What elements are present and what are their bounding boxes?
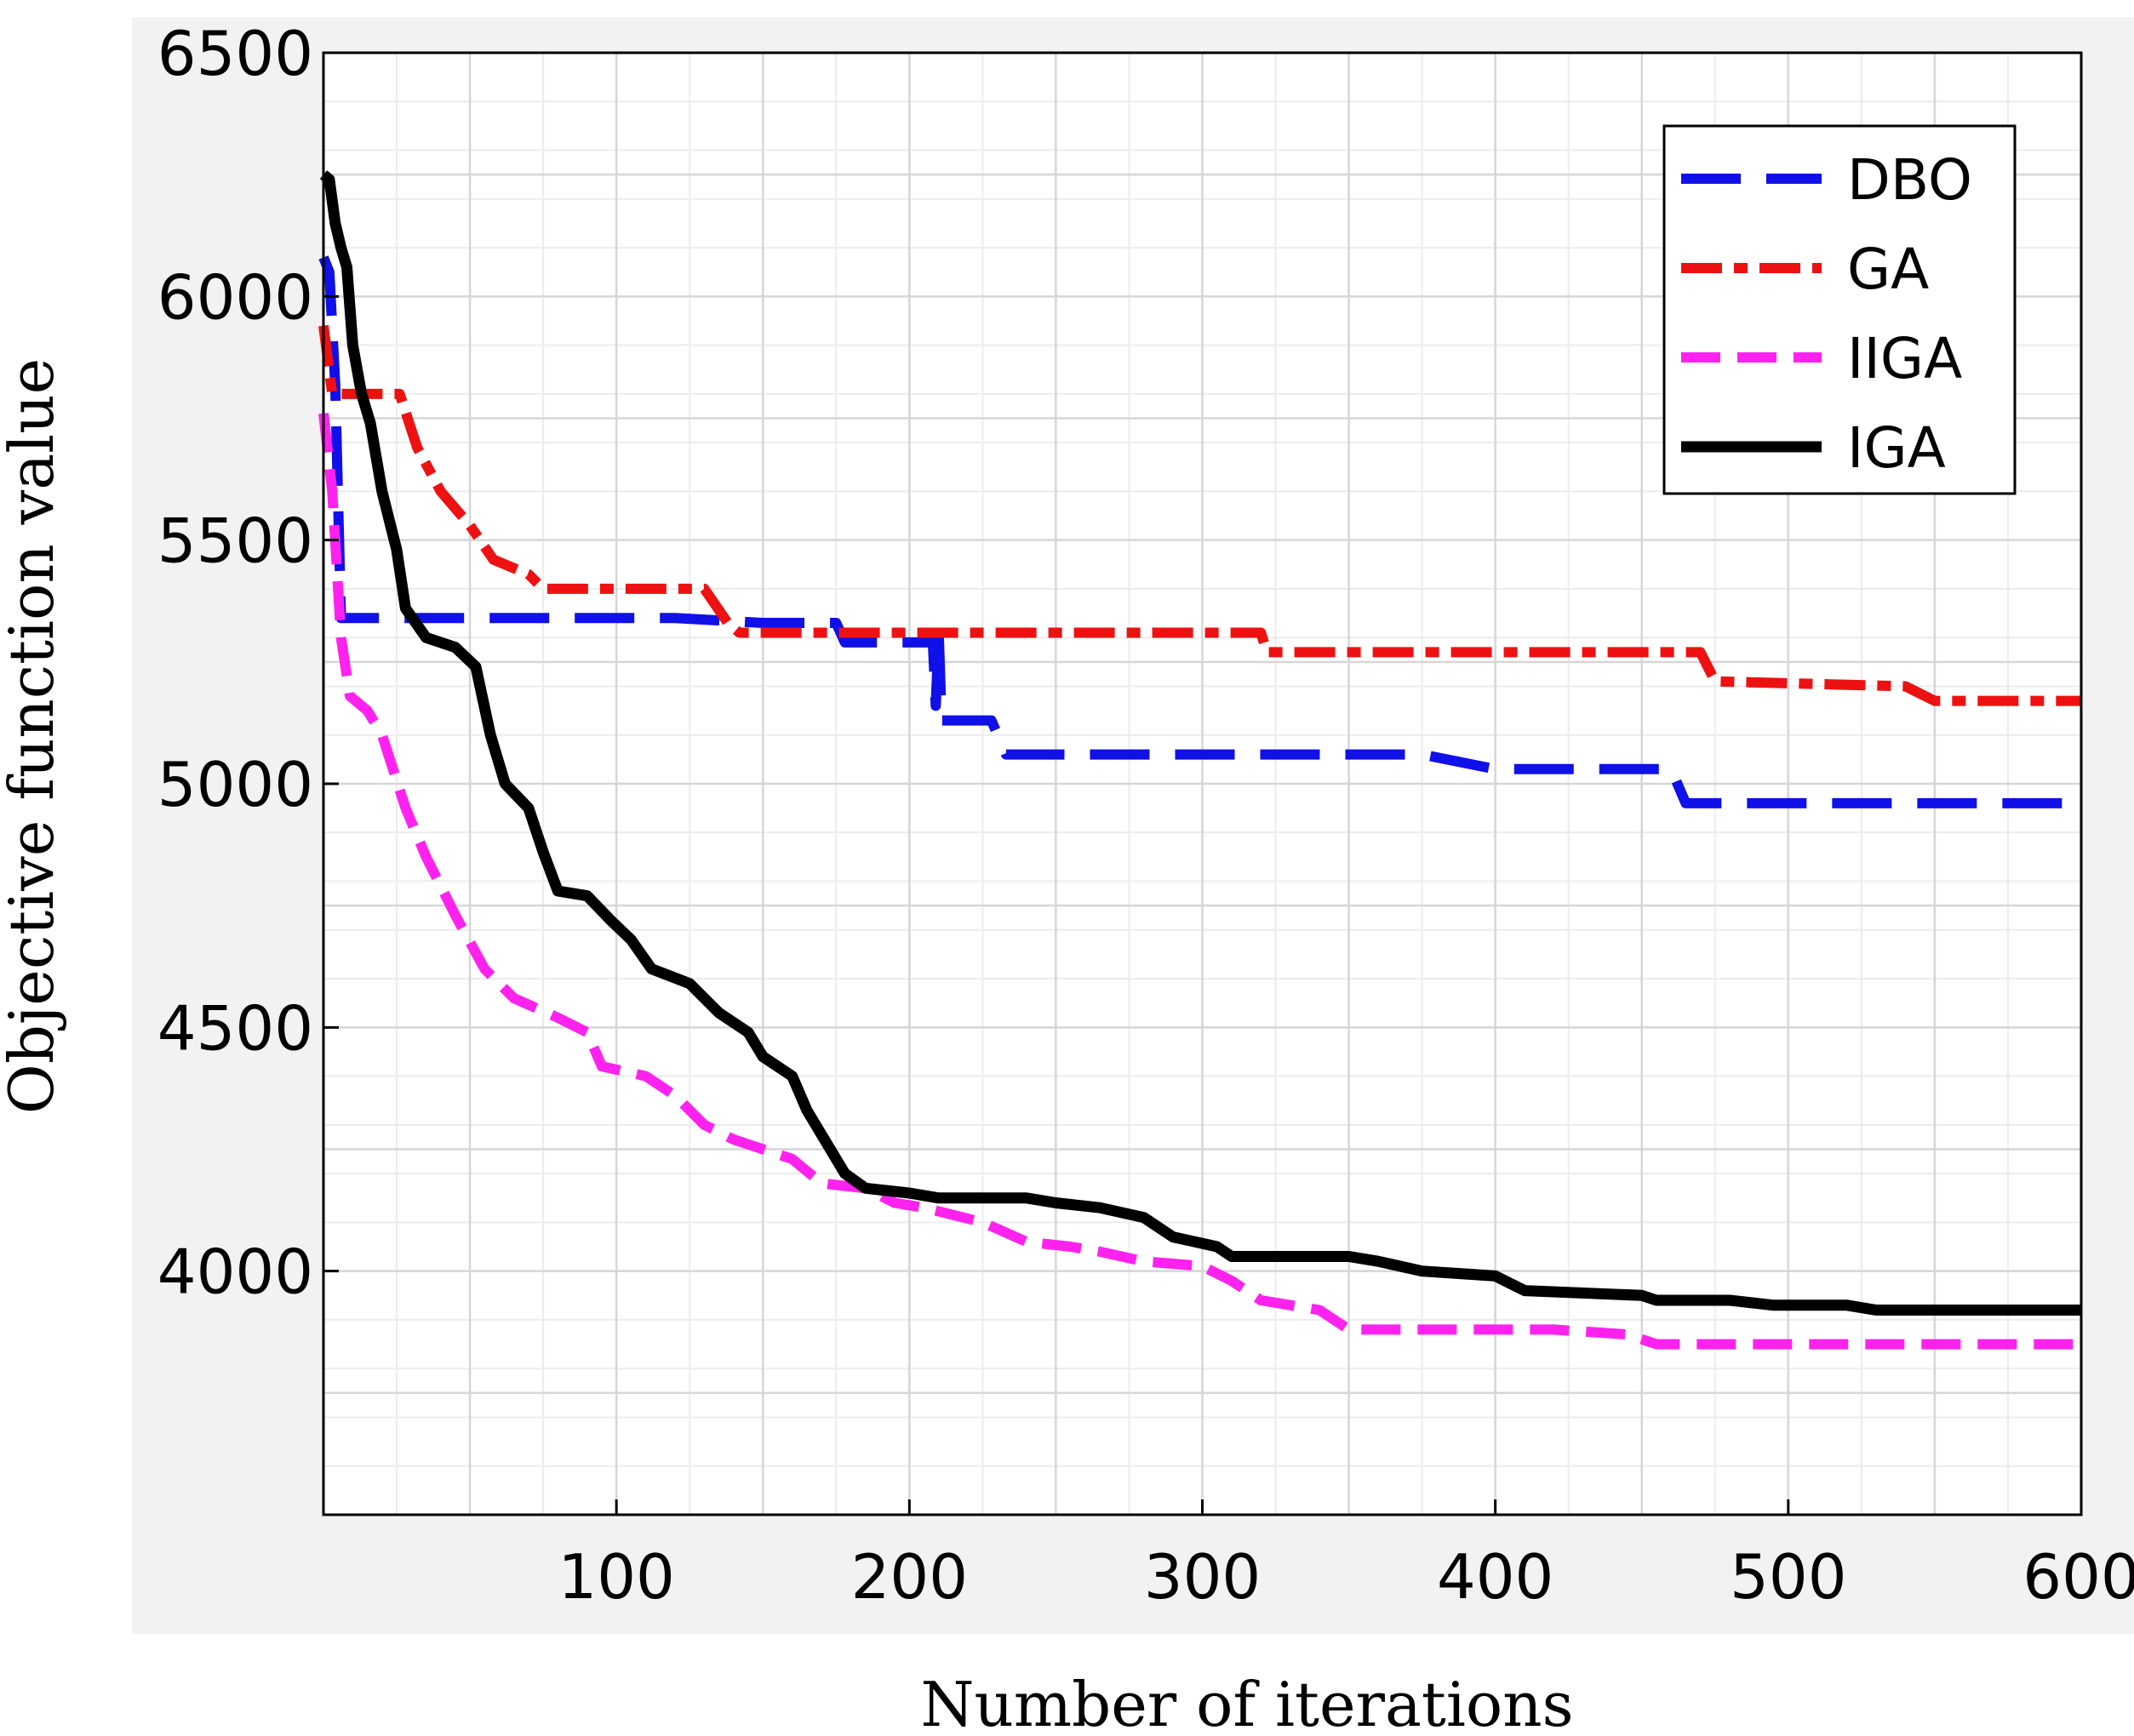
series-line-iga [319,170,2081,1316]
series-line-iiga [318,413,2081,1350]
y-tick-label: 5000 [157,749,313,820]
x-axis-ticks: 100 200 300 400 500 600 [558,1499,2134,1613]
x-tick-label: 100 [558,1541,674,1613]
y-axis-ticks: 4000 4500 5000 5500 6000 6500 [157,18,339,1308]
series-line-ga [318,324,2081,706]
legend-label-dbo: DBO [1847,147,1972,213]
legend-label-iga: IGA [1847,415,1946,481]
y-tick-label: 4000 [157,1236,313,1308]
legend-label-iiga: IIGA [1847,326,1962,391]
y-tick-label: 4500 [157,992,313,1064]
x-tick-label: 400 [1437,1541,1553,1613]
y-axis-title: Objective function value [0,358,67,1114]
x-tick-label: 500 [1730,1541,1846,1613]
x-tick-label: 600 [2022,1541,2134,1613]
y-tick-label: 6500 [157,18,313,89]
legend-box [1662,124,2017,495]
series-layer [318,170,2081,1350]
legend: DBO GA IIGA IGA [1662,124,2017,495]
legend-label-ga: GA [1847,237,1929,302]
y-tick-label: 6000 [157,261,313,333]
y-tick-label: 5500 [157,505,313,577]
x-axis-title: Number of iterations [920,1669,1573,1736]
x-tick-label: 200 [851,1541,968,1613]
x-tick-label: 300 [1144,1541,1261,1613]
